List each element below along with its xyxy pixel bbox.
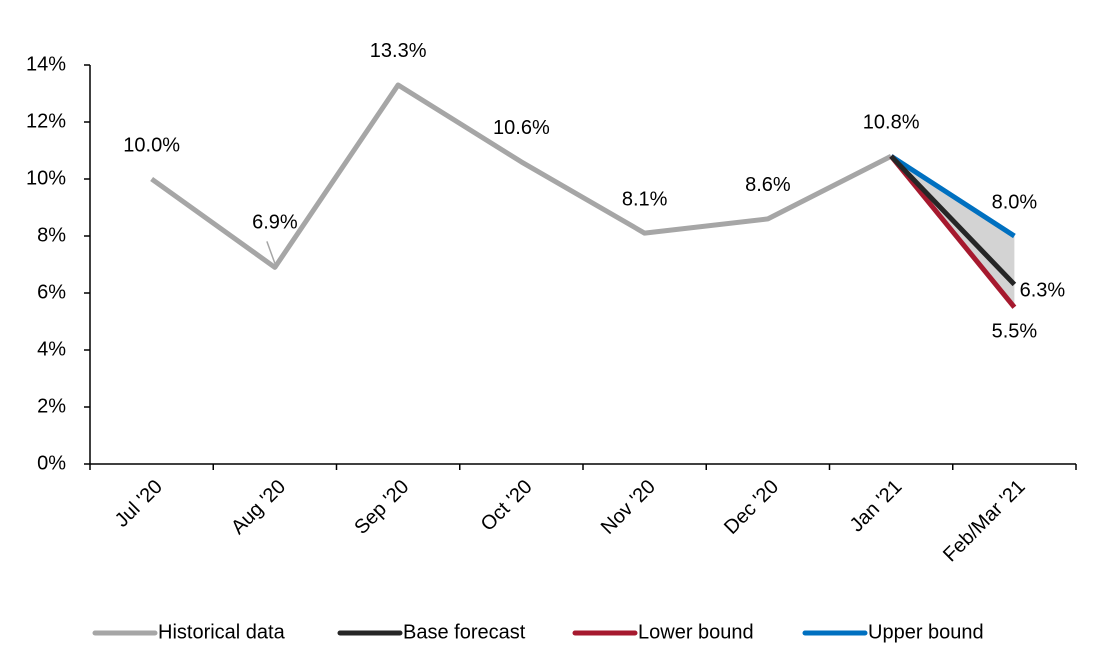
data-label: 5.5%: [992, 321, 1038, 343]
x-tick-label: Sep '20: [350, 476, 413, 539]
x-tick-label: Aug '20: [227, 476, 290, 539]
x-tick-label: Nov '20: [597, 476, 660, 539]
data-label: 6.3%: [1020, 280, 1066, 302]
y-tick-label: 12%: [26, 110, 66, 132]
series-line: [150, 82, 893, 270]
legend-label: Historical data: [158, 621, 286, 643]
series-line: [889, 154, 1016, 239]
data-label: 8.0%: [992, 191, 1038, 213]
data-label: 10.6%: [493, 117, 550, 139]
leader-line: [266, 241, 276, 264]
x-tick-label: Jan '21: [846, 476, 907, 537]
x-tick-label: Feb/Mar '21: [939, 476, 1030, 567]
y-tick-label: 2%: [37, 395, 66, 417]
legend-label: Lower bound: [638, 621, 754, 643]
x-tick-label: Oct '20: [477, 476, 537, 536]
data-label: 10.8%: [863, 111, 920, 133]
data-label: 8.6%: [745, 174, 791, 196]
x-tick-label: Dec '20: [720, 476, 783, 539]
y-tick-label: 10%: [26, 167, 66, 189]
data-label: 8.1%: [622, 188, 668, 210]
y-tick-label: 4%: [37, 338, 66, 360]
y-tick-label: 0%: [37, 452, 66, 474]
legend-label: Base forecast: [403, 621, 526, 643]
series-line: [889, 154, 1017, 309]
data-label: 6.9%: [252, 212, 298, 234]
y-tick-label: 14%: [26, 53, 66, 75]
series-line: [889, 154, 1017, 287]
x-tick-label: Jul '20: [111, 476, 167, 532]
y-tick-label: 6%: [37, 281, 66, 303]
data-label: 13.3%: [370, 40, 427, 62]
data-label: 10.0%: [123, 134, 180, 156]
y-tick-label: 8%: [37, 224, 66, 246]
legend-label: Upper bound: [868, 621, 984, 643]
